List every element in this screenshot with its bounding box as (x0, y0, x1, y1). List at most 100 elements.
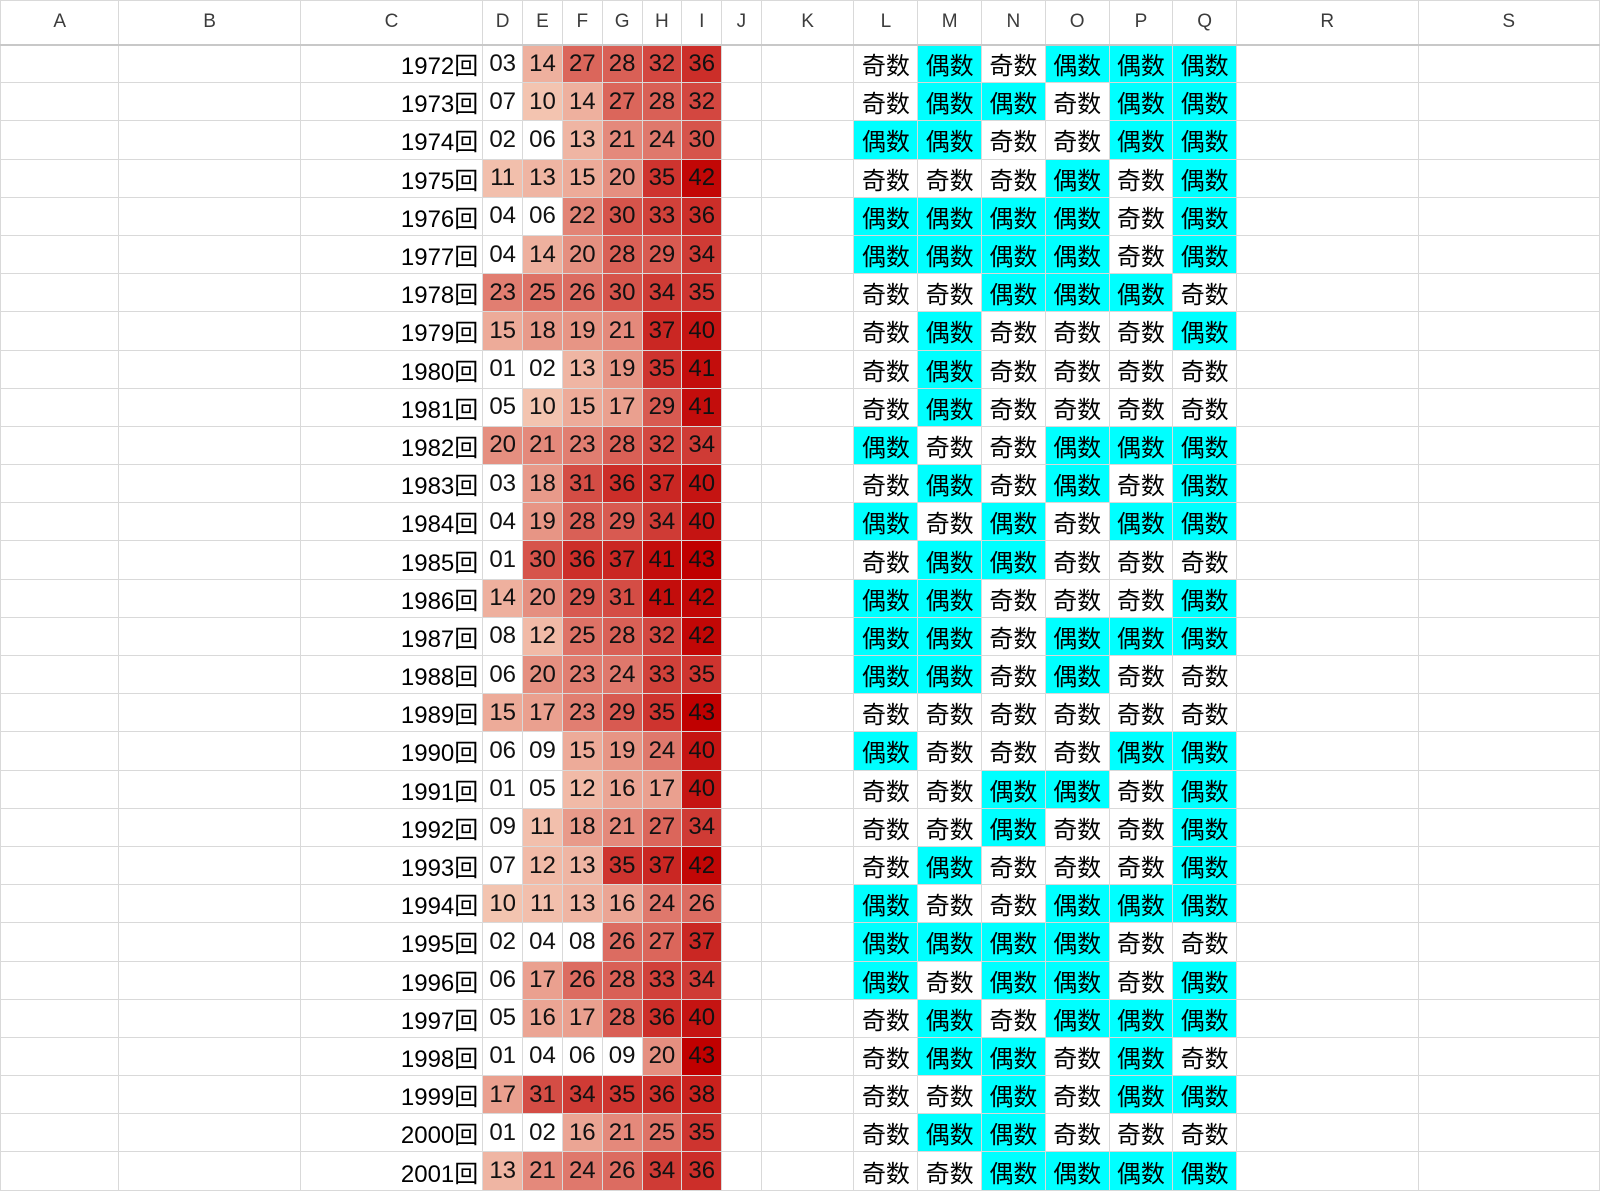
number-cell[interactable]: 37 (601, 540, 643, 580)
cell-r[interactable] (1236, 311, 1419, 351)
parity-cell[interactable]: 偶数 (1044, 769, 1110, 809)
draw-label-cell[interactable]: 1998回 (299, 1036, 484, 1077)
number-cell[interactable]: 29 (641, 234, 683, 275)
parity-cell[interactable]: 奇数 (1044, 311, 1110, 351)
parity-cell[interactable]: 奇数 (1172, 1113, 1238, 1153)
parity-cell[interactable]: 奇数 (853, 1113, 919, 1153)
number-cell[interactable]: 31 (601, 578, 643, 618)
parity-cell[interactable]: 偶数 (981, 769, 1046, 809)
cell-s[interactable] (1417, 234, 1600, 275)
parity-cell[interactable]: 偶数 (1172, 234, 1238, 275)
cell-a[interactable] (0, 540, 120, 580)
cell-k[interactable] (760, 845, 855, 886)
number-cell[interactable]: 37 (641, 845, 683, 886)
parity-cell[interactable]: 奇数 (1044, 82, 1110, 122)
number-cell[interactable]: 10 (482, 884, 524, 924)
cell-j[interactable] (721, 884, 762, 924)
cell-k[interactable] (760, 1036, 855, 1077)
number-cell[interactable]: 06 (522, 196, 563, 236)
parity-cell[interactable]: 偶数 (1044, 234, 1110, 275)
cell-r[interactable] (1236, 654, 1419, 695)
draw-label-cell[interactable]: 1982回 (299, 425, 484, 466)
number-cell[interactable]: 34 (641, 502, 683, 542)
column-header-s[interactable]: S (1417, 0, 1600, 46)
number-cell[interactable]: 30 (601, 273, 643, 313)
cell-a[interactable] (0, 845, 120, 886)
number-cell[interactable]: 17 (522, 693, 563, 733)
draw-label-cell[interactable]: 1976回 (299, 196, 484, 236)
cell-r[interactable] (1236, 502, 1419, 542)
parity-cell[interactable]: 奇数 (1044, 502, 1110, 542)
cell-r[interactable] (1236, 807, 1419, 847)
parity-cell[interactable]: 奇数 (853, 158, 919, 198)
parity-cell[interactable]: 奇数 (1044, 845, 1110, 886)
parity-cell[interactable]: 偶数 (1044, 654, 1110, 695)
cell-k[interactable] (760, 1151, 855, 1191)
column-header-r[interactable]: R (1236, 0, 1419, 46)
cell-r[interactable] (1236, 845, 1419, 886)
cell-j[interactable] (721, 1151, 762, 1191)
parity-cell[interactable]: 奇数 (981, 120, 1046, 160)
number-cell[interactable]: 30 (681, 120, 723, 160)
number-cell[interactable]: 06 (482, 654, 524, 695)
number-cell[interactable]: 27 (601, 82, 643, 122)
parity-cell[interactable]: 偶数 (981, 807, 1046, 847)
number-cell[interactable]: 26 (681, 884, 723, 924)
cell-s[interactable] (1417, 273, 1600, 313)
parity-cell[interactable]: 奇数 (917, 884, 982, 924)
cell-s[interactable] (1417, 120, 1600, 160)
parity-cell[interactable]: 偶数 (1108, 43, 1174, 84)
number-cell[interactable]: 27 (641, 922, 683, 962)
parity-cell[interactable]: 偶数 (853, 120, 919, 160)
number-cell[interactable]: 35 (641, 349, 683, 389)
number-cell[interactable]: 17 (561, 998, 603, 1038)
parity-cell[interactable]: 偶数 (853, 234, 919, 275)
number-cell[interactable]: 20 (522, 578, 563, 618)
number-cell[interactable]: 29 (561, 578, 603, 618)
cell-a[interactable] (0, 960, 120, 1000)
number-cell[interactable]: 24 (641, 884, 683, 924)
cell-b[interactable] (118, 82, 301, 122)
parity-cell[interactable]: 奇数 (917, 425, 982, 466)
cell-b[interactable] (118, 387, 301, 427)
draw-label-cell[interactable]: 1987回 (299, 616, 484, 657)
cell-k[interactable] (760, 998, 855, 1038)
number-cell[interactable]: 19 (561, 311, 603, 351)
cell-j[interactable] (721, 82, 762, 122)
parity-cell[interactable]: 奇数 (1044, 540, 1110, 580)
column-header-p[interactable]: P (1108, 0, 1174, 46)
number-cell[interactable]: 29 (641, 387, 683, 427)
number-cell[interactable]: 34 (681, 425, 723, 466)
parity-cell[interactable]: 奇数 (981, 654, 1046, 695)
draw-label-cell[interactable]: 1994回 (299, 884, 484, 924)
parity-cell[interactable]: 偶数 (917, 616, 982, 657)
number-cell[interactable]: 26 (561, 273, 603, 313)
cell-b[interactable] (118, 273, 301, 313)
cell-r[interactable] (1236, 1113, 1419, 1153)
parity-cell[interactable]: 奇数 (853, 273, 919, 313)
parity-cell[interactable]: 偶数 (981, 540, 1046, 580)
column-header-f[interactable]: F (561, 0, 603, 46)
cell-s[interactable] (1417, 960, 1600, 1000)
cell-a[interactable] (0, 616, 120, 657)
cell-b[interactable] (118, 884, 301, 924)
cell-r[interactable] (1236, 693, 1419, 733)
cell-j[interactable] (721, 922, 762, 962)
parity-cell[interactable]: 奇数 (917, 1075, 982, 1115)
parity-cell[interactable]: 偶数 (853, 960, 919, 1000)
cell-r[interactable] (1236, 769, 1419, 809)
cell-r[interactable] (1236, 82, 1419, 122)
number-cell[interactable]: 42 (681, 158, 723, 198)
number-cell[interactable]: 18 (522, 464, 563, 504)
parity-cell[interactable]: 偶数 (1044, 158, 1110, 198)
parity-cell[interactable]: 奇数 (1108, 196, 1174, 236)
parity-cell[interactable]: 偶数 (917, 1036, 982, 1077)
cell-a[interactable] (0, 311, 120, 351)
cell-b[interactable] (118, 578, 301, 618)
cell-k[interactable] (760, 387, 855, 427)
number-cell[interactable]: 32 (641, 616, 683, 657)
number-cell[interactable]: 28 (561, 502, 603, 542)
cell-a[interactable] (0, 1151, 120, 1191)
cell-j[interactable] (721, 464, 762, 504)
parity-cell[interactable]: 偶数 (853, 922, 919, 962)
